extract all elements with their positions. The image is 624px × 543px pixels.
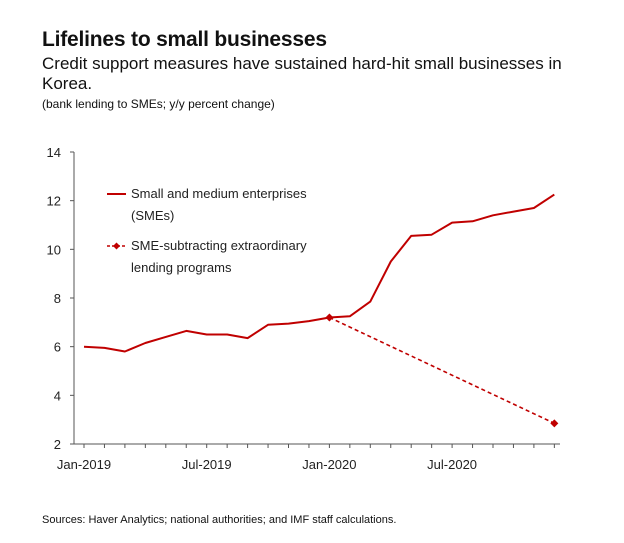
x-tick-label: Jan-2019 [57, 457, 111, 472]
series-marker-sme-subtracting [325, 313, 334, 322]
y-tick-label: 12 [47, 194, 61, 209]
legend-marker-sme-subtracting [113, 242, 120, 250]
series-line-sme-subtracting [329, 316, 555, 425]
y-tick-label: 10 [47, 242, 61, 257]
unit-note: (bank lending to SMEs; y/y percent chang… [42, 97, 275, 111]
y-tick-label: 4 [54, 388, 61, 403]
series-line-sme [83, 193, 555, 353]
x-tick-label: Jul-2020 [427, 457, 477, 472]
y-tick-label: 8 [54, 291, 61, 306]
source-note: Sources: Haver Analytics; national autho… [42, 514, 397, 526]
y-tick-label: 6 [54, 340, 61, 355]
y-tick-label: 2 [54, 437, 61, 452]
legend-label-sme-subtracting: SME-subtracting extraordinary [131, 238, 307, 253]
legend-label-sme: Small and medium enterprises [131, 186, 307, 201]
legend-label-sme-subtracting: lending programs [131, 260, 232, 275]
x-tick-label: Jul-2019 [182, 457, 232, 472]
x-tick-label: Jan-2020 [302, 457, 356, 472]
series-marker-sme-subtracting [550, 419, 559, 428]
chart-subtitle: Credit support measures have sustained h… [42, 54, 562, 93]
chart-title: Lifelines to small businesses [42, 28, 327, 51]
y-tick-label: 14 [47, 145, 61, 160]
legend-label-sme: (SMEs) [131, 208, 174, 223]
